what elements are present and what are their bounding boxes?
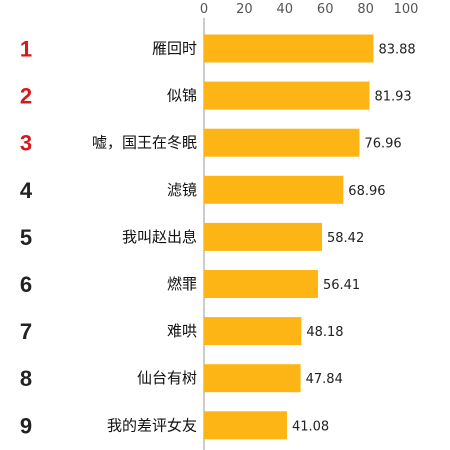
rank-label: 6 [20,272,32,297]
rank-label: 7 [20,319,32,344]
bar [204,317,302,346]
bar [204,364,301,393]
chart-row: 4 滤镜 68.96 [20,175,386,204]
rank-label: 5 [20,225,32,250]
category-label: 嘘，国王在冬眠 [92,134,197,152]
x-tick-label: 60 [317,2,334,17]
value-label: 76.96 [364,137,401,152]
bar [204,81,370,110]
x-tick-label: 40 [277,2,294,17]
chart-rows: 1 雁回时 83.88 2 似锦 81.93 3 嘘，国王在冬眠 76.96 4 滤镜 68.96 5 我… [20,34,416,440]
value-label: 48.18 [306,325,343,340]
value-label: 68.96 [348,184,385,199]
rank-label: 3 [20,131,32,156]
rank-label: 8 [20,366,32,391]
bar [204,222,323,251]
category-label: 难哄 [167,322,197,340]
x-tick-label: 0 [200,2,208,17]
category-label: 仙台有树 [137,369,197,387]
value-label: 58.42 [327,231,364,246]
value-label: 41.08 [292,419,329,434]
rank-label: 2 [20,84,32,109]
chart-row: 9 我的差评女友 41.08 [20,411,329,440]
chart-row: 1 雁回时 83.88 [20,34,416,63]
category-label: 我叫赵出息 [122,228,197,246]
rank-label: 4 [20,178,33,203]
value-label: 81.93 [374,90,411,105]
bar [204,270,318,298]
x-tick-label: 80 [357,2,374,17]
category-label: 滤镜 [167,181,197,199]
value-label: 83.88 [378,43,415,58]
x-tick-label: 20 [236,2,253,17]
chart-row: 8 仙台有树 47.84 [20,364,343,393]
bar [204,34,374,63]
value-label: 47.84 [306,372,343,387]
bar [204,411,287,440]
category-label: 雁回时 [152,40,197,58]
category-label: 我的差评女友 [107,416,197,434]
x-tick-label: 100 [394,2,419,17]
chart-row: 2 似锦 81.93 [20,81,412,110]
chart-row: 5 我叫赵出息 58.42 [20,222,364,251]
rank-label: 9 [20,413,32,438]
chart-row: 6 燃罪 56.41 [20,270,360,298]
x-axis-ticks: 0 20 40 60 80 100 [200,2,419,17]
chart-row: 3 嘘，国王在冬眠 76.96 [20,128,402,157]
category-label: 燃罪 [167,275,197,293]
value-label: 56.41 [323,278,360,293]
bar [204,128,360,157]
category-label: 似锦 [167,87,197,105]
rank-label: 1 [20,37,32,62]
chart-row: 7 难哄 48.18 [20,317,344,346]
bar [204,175,344,204]
